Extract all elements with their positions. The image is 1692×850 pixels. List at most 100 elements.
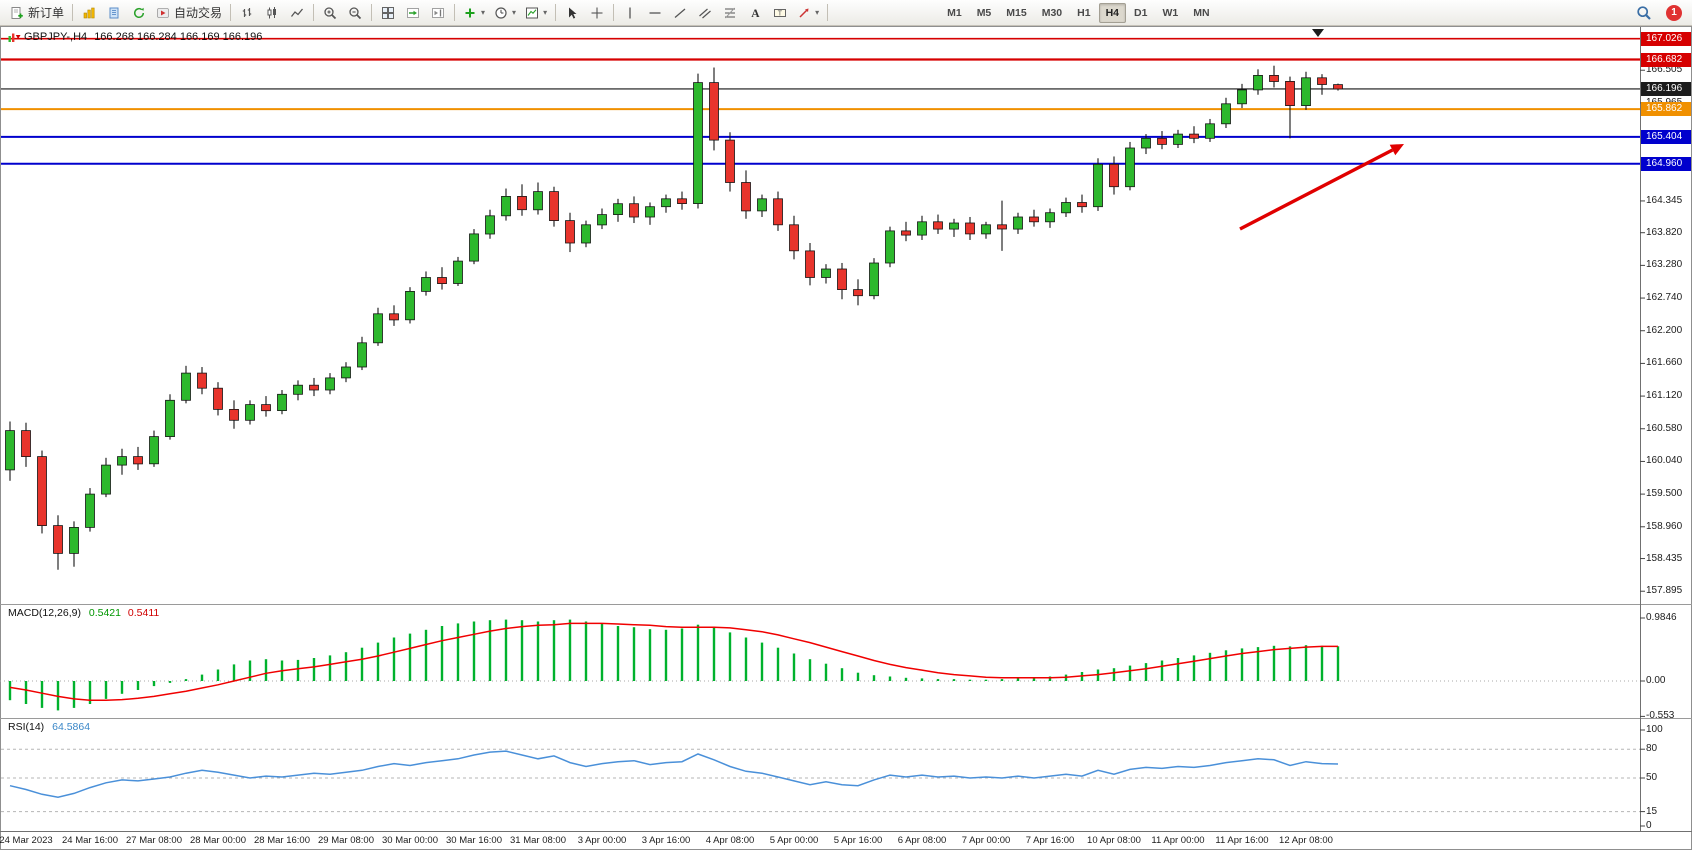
candlesticks: [5, 65, 1343, 570]
price-tick-label: 166.505: [1646, 64, 1683, 76]
candlestick-chart-icon: [265, 6, 279, 20]
alerts-button[interactable]: 1: [1662, 2, 1686, 24]
time-label: 27 Mar 08:00: [126, 835, 182, 846]
search-button[interactable]: [1632, 2, 1656, 24]
rsi-value: 64.5864: [52, 721, 91, 733]
vertical-line-icon: [623, 6, 637, 20]
alert-count-badge: 1: [1666, 4, 1682, 21]
macd-value-main: 0.5421: [88, 607, 121, 619]
cursor-button[interactable]: [560, 2, 584, 24]
auto-trading-label: 自动交易: [174, 6, 223, 20]
time-label: 29 Mar 08:00: [318, 835, 374, 846]
price-tick-label: 164.345: [1646, 194, 1683, 206]
trendline-button[interactable]: [668, 2, 692, 24]
timeframe-toolbar: M1 M5 M15 M30 H1 H4 D1 W1 MN: [940, 2, 1216, 23]
trendline-icon: [673, 6, 687, 20]
fibonacci-button[interactable]: [718, 2, 742, 24]
toolbar-separator: [371, 4, 373, 21]
rsi-tick-label: 15: [1646, 805, 1658, 817]
line-chart-icon: [290, 6, 304, 20]
rsi-tick-label: 0: [1646, 820, 1652, 831]
price-tick-label: 159.500: [1646, 488, 1683, 500]
indicators-button[interactable]: ▾: [459, 2, 489, 24]
new-chart-button[interactable]: [77, 2, 101, 24]
toolbar-separator: [72, 4, 74, 21]
new-chart-icon: [82, 6, 96, 20]
bar-chart-button[interactable]: [235, 2, 259, 24]
timeframe-button-M5[interactable]: M5: [970, 3, 999, 23]
time-label: 28 Mar 16:00: [254, 835, 310, 846]
template-chart-icon: [525, 6, 539, 20]
timeframe-button-W1[interactable]: W1: [1155, 3, 1185, 23]
price-tick-label: 161.120: [1646, 390, 1683, 402]
chart-symbol-icon: [8, 32, 21, 44]
timeframe-button-MN[interactable]: MN: [1186, 3, 1216, 23]
horizontal-line-icon: [648, 6, 662, 20]
time-label: 31 Mar 08:00: [510, 835, 566, 846]
chart-symbol-timeframe: GBPJPY-,H4: [24, 31, 88, 43]
zoom-in-button[interactable]: [318, 2, 342, 24]
trend-arrow-object[interactable]: [1239, 144, 1404, 231]
time-label: 4 Apr 08:00: [705, 835, 755, 846]
text-icon: A: [748, 6, 762, 20]
chevron-down-icon: ▾: [815, 7, 820, 17]
arrows-button[interactable]: ▾: [793, 2, 823, 24]
price-tick-label: 161.660: [1646, 357, 1683, 369]
horizontal-line-button[interactable]: [643, 2, 667, 24]
svg-text:T: T: [778, 10, 783, 17]
clock-icon: [494, 6, 508, 20]
zoom-out-button[interactable]: [343, 2, 367, 24]
macd-header: MACD(12,26,9) 0.5421 0.5411: [8, 607, 159, 619]
text-button[interactable]: A: [743, 2, 767, 24]
time-label: 11 Apr 16:00: [1215, 835, 1269, 846]
rsi-tick-label: 50: [1646, 772, 1658, 783]
price-tick-label: 157.895: [1646, 585, 1683, 597]
chart-ohlc-values: 166.268 166.284 166.169 166.196: [94, 31, 263, 43]
templates-button[interactable]: ▾: [521, 2, 551, 24]
toolbar-separator: [555, 4, 557, 21]
indicators-plus-icon: [463, 6, 477, 20]
timeframe-button-H4[interactable]: H4: [1098, 2, 1127, 23]
line-chart-button[interactable]: [285, 2, 309, 24]
price-tick-label: 162.740: [1646, 292, 1683, 304]
arrow-shape-icon: [797, 6, 811, 20]
periods-button[interactable]: ▾: [490, 2, 520, 24]
rsi-header: RSI(14) 64.5864: [8, 721, 90, 733]
text-label-button[interactable]: T: [768, 2, 792, 24]
tile-windows-button[interactable]: [376, 2, 400, 24]
price-tick-label: 160.580: [1646, 422, 1683, 434]
candlestick-chart-button[interactable]: [260, 2, 284, 24]
rsi-tick-label: 100: [1646, 724, 1663, 735]
svg-text:A: A: [751, 8, 760, 20]
timeframe-button-D1[interactable]: D1: [1127, 3, 1154, 23]
price-badge: 165.404: [1641, 129, 1691, 144]
timeframe-button-M30[interactable]: M30: [1035, 3, 1069, 23]
chart-shift-button[interactable]: [426, 2, 450, 24]
crosshair-button[interactable]: [585, 2, 609, 24]
time-label: 6 Apr 08:00: [897, 835, 947, 846]
vertical-line-button[interactable]: [618, 2, 642, 24]
price-badge: 166.682: [1641, 52, 1691, 67]
time-label: 5 Apr 16:00: [833, 835, 883, 846]
timeframe-button-M1[interactable]: M1: [940, 3, 969, 23]
search-icon: [1636, 5, 1652, 21]
new-order-button[interactable]: 新订单: [6, 2, 68, 24]
time-label: 24 Mar 2023: [0, 835, 53, 846]
macd-tick-label: -0.553: [1646, 710, 1675, 722]
channel-button[interactable]: [693, 2, 717, 24]
macd-tick-label: 0.00: [1646, 675, 1666, 686]
auto-trading-button[interactable]: 自动交易: [152, 2, 226, 24]
toolbar-separator: [313, 4, 315, 21]
macd-signal-line: [9, 622, 1338, 701]
price-badge: 167.026: [1641, 31, 1691, 46]
refresh-button[interactable]: [127, 2, 151, 24]
profiles-button[interactable]: [102, 2, 126, 24]
timeframe-button-M15[interactable]: M15: [999, 3, 1033, 23]
timeframe-button-H1[interactable]: H1: [1070, 3, 1097, 23]
auto-scroll-button[interactable]: [401, 2, 425, 24]
time-label: 24 Mar 16:00: [62, 835, 118, 846]
rsi-label: RSI(14): [8, 721, 45, 733]
chart-shift-icon: [431, 6, 445, 20]
